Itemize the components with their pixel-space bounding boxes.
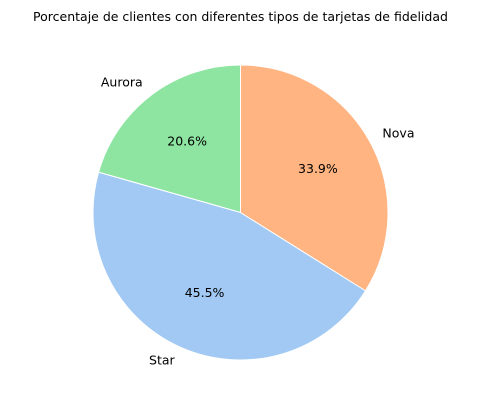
slice-percent-aurora: 20.6% — [167, 133, 207, 148]
pie-labels: Aurora 20.6% Star 45.5% Nova 33.9% — [101, 75, 415, 368]
pie-slice-star — [92, 171, 367, 361]
pie-slice-nova — [240, 64, 389, 292]
slice-label-aurora: Aurora — [101, 75, 143, 90]
pie-slice-aurora — [98, 64, 241, 213]
chart-title: Porcentaje de clientes con diferentes ti… — [33, 9, 448, 24]
slice-percent-star: 45.5% — [185, 285, 225, 300]
pie-slices — [92, 64, 389, 361]
slice-percent-nova: 33.9% — [298, 161, 338, 176]
slice-label-nova: Nova — [382, 125, 414, 140]
slice-label-star: Star — [149, 352, 175, 367]
